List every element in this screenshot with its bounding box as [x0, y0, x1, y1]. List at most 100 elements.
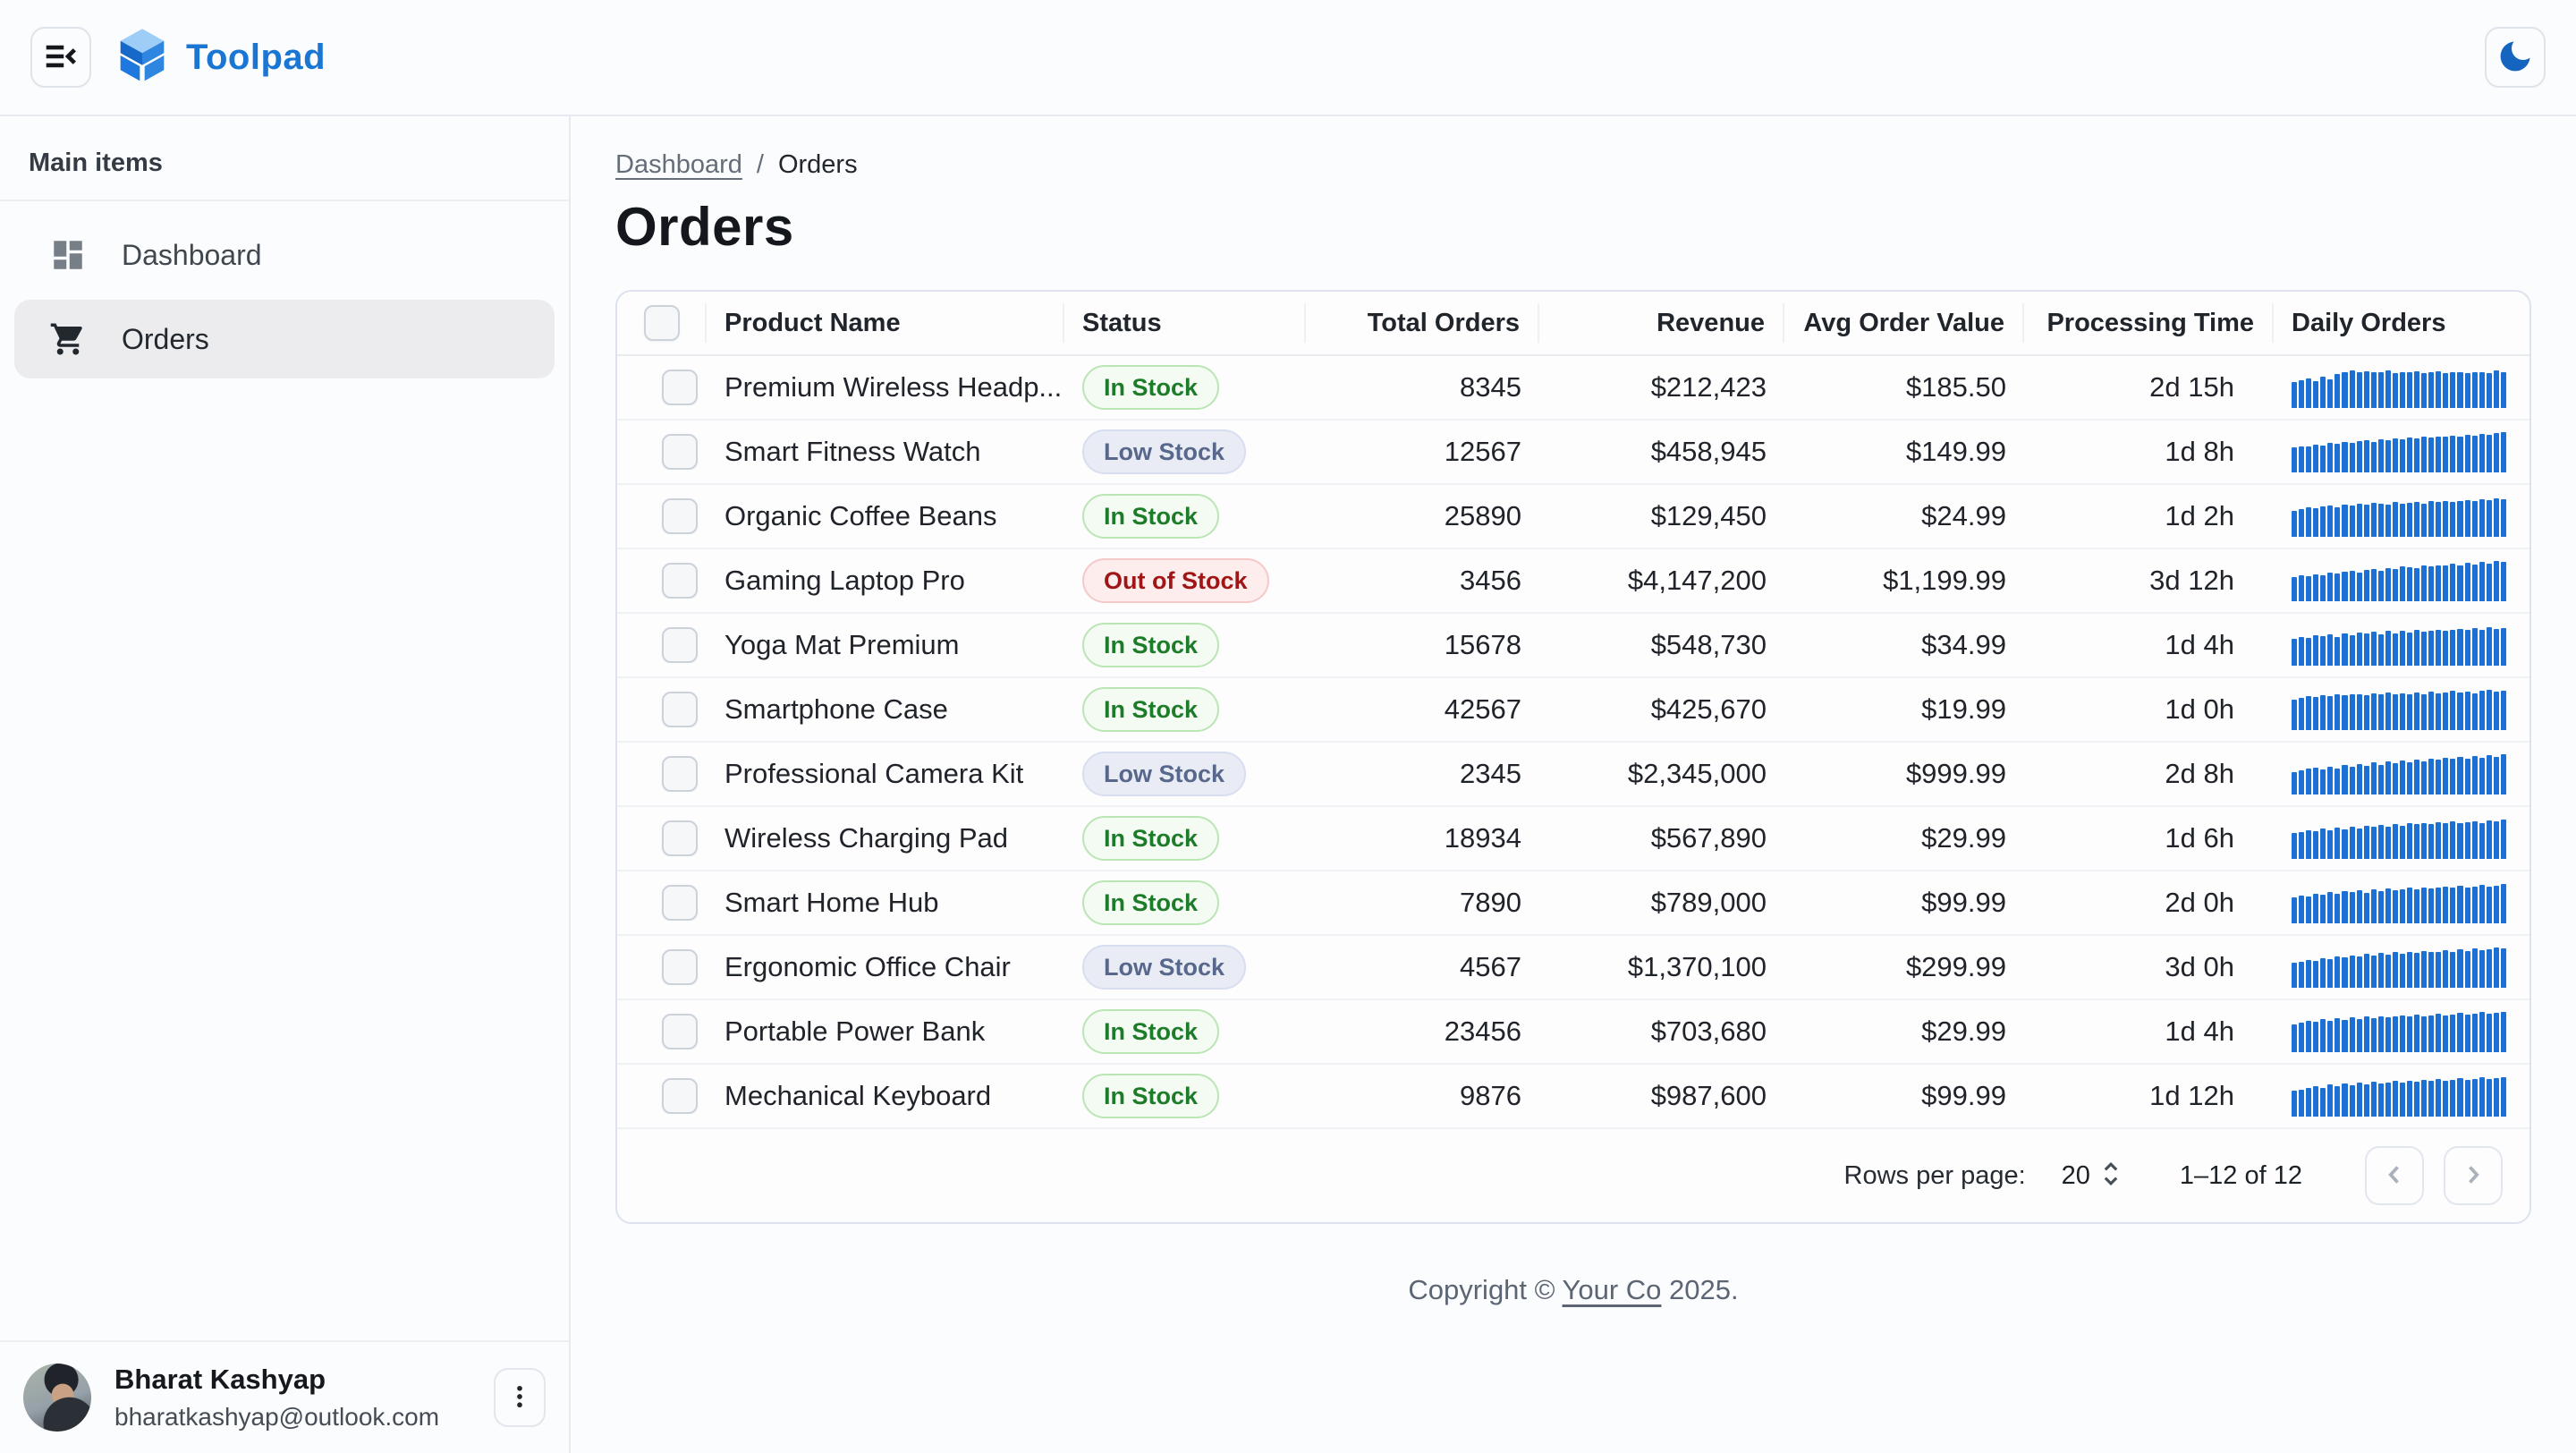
theme-toggle-button[interactable] [2485, 27, 2546, 88]
table-row[interactable]: Organic Coffee Beans In Stock 25890 $129… [617, 485, 2529, 549]
breadcrumb-link-dashboard[interactable]: Dashboard [615, 150, 742, 179]
status-badge: Low Stock [1082, 944, 1247, 990]
company-link[interactable]: Your Co [1562, 1274, 1662, 1305]
daily-orders-sparkline [2292, 560, 2506, 601]
table-row[interactable]: Ergonomic Office Chair Low Stock 4567 $1… [617, 936, 2529, 1000]
sparkline-bar [2342, 1020, 2348, 1052]
table-row[interactable]: Smart Fitness Watch Low Stock 12567 $458… [617, 421, 2529, 485]
table-row[interactable]: Portable Power Bank In Stock 23456 $703,… [617, 1000, 2529, 1065]
sparkline-bar [2327, 958, 2334, 988]
sidebar-section-label: Main items [0, 116, 569, 201]
sparkline-bar [2414, 953, 2420, 988]
sparkline-bar [2320, 574, 2326, 601]
sparkline-bar [2457, 501, 2463, 537]
avg-order-value-cell: $99.99 [1921, 1080, 2006, 1111]
sparkline-bar [2479, 498, 2485, 537]
sidebar-item-dashboard[interactable]: Dashboard [14, 216, 555, 294]
processing-time-cell: 1d 4h [2165, 629, 2234, 660]
sparkline-bar [2370, 693, 2377, 730]
status-badge: In Stock [1082, 622, 1220, 668]
row-checkbox[interactable] [662, 820, 698, 856]
total-orders-cell: 12567 [1444, 436, 1521, 467]
sparkline-bar [2479, 629, 2485, 666]
sparkline-bar [2334, 636, 2341, 666]
rows-per-page-select[interactable]: 20 [2062, 1159, 2123, 1194]
sparkline-bar [2392, 952, 2398, 988]
row-checkbox[interactable] [662, 370, 698, 405]
row-checkbox[interactable] [662, 1078, 698, 1114]
sparkline-bar [2436, 436, 2442, 472]
row-checkbox[interactable] [662, 563, 698, 599]
table-row[interactable]: Smartphone Case In Stock 42567 $425,670 … [617, 678, 2529, 743]
user-email: bharatkashyap@outlook.com [114, 1403, 440, 1431]
sparkline-bar [2443, 1015, 2449, 1052]
row-checkbox[interactable] [662, 692, 698, 727]
processing-time-cell: 2d 15h [2149, 371, 2234, 403]
table-row[interactable]: Gaming Laptop Pro Out of Stock 3456 $4,1… [617, 549, 2529, 614]
sparkline-bar [2392, 502, 2398, 537]
sparkline-bar [2299, 961, 2305, 988]
sparkline-bar [2356, 441, 2362, 472]
total-orders-cell: 18934 [1444, 822, 1521, 854]
sparkline-bar [2370, 889, 2377, 923]
table-row[interactable]: Premium Wireless Headp... In Stock 8345 … [617, 356, 2529, 421]
row-checkbox[interactable] [662, 627, 698, 663]
sparkline-bar [2450, 690, 2456, 730]
sparkline-bar [2414, 824, 2420, 859]
row-checkbox[interactable] [662, 949, 698, 985]
sparkline-bar [2342, 371, 2348, 408]
sparkline-bar [2292, 447, 2298, 472]
user-menu-button[interactable] [494, 1368, 546, 1427]
sidebar-collapse-button[interactable] [30, 27, 91, 88]
column-header-checkbox[interactable] [617, 303, 707, 343]
table-row[interactable]: Yoga Mat Premium In Stock 15678 $548,730… [617, 614, 2529, 678]
sparkline-bar [2292, 510, 2298, 537]
sparkline-bar [2450, 820, 2456, 859]
select-all-checkbox[interactable] [644, 305, 680, 341]
column-header-processing-time[interactable]: Processing Time [2024, 303, 2274, 343]
column-header-avg-order-value[interactable]: Avg Order Value [1784, 303, 2024, 343]
sparkline-bar [2313, 380, 2319, 408]
table-row[interactable]: Smart Home Hub In Stock 7890 $789,000 $9… [617, 871, 2529, 936]
row-checkbox[interactable] [662, 1014, 698, 1049]
brand[interactable]: Toolpad [118, 28, 326, 87]
column-header-revenue[interactable]: Revenue [1539, 303, 1784, 343]
table-row[interactable]: Professional Camera Kit Low Stock 2345 $… [617, 743, 2529, 807]
sparkline-bar [2443, 886, 2449, 923]
sidebar-item-orders[interactable]: Orders [14, 300, 555, 378]
table-row[interactable]: Mechanical Keyboard In Stock 9876 $987,6… [617, 1065, 2529, 1129]
sparkline-bar [2486, 1013, 2492, 1052]
table-header-row: Product Name Status Total Orders Revenue Avg… [617, 292, 2529, 356]
sparkline-bar [2392, 569, 2398, 601]
sparkline-bar [2407, 1016, 2413, 1052]
sparkline-bar [2292, 638, 2298, 666]
avg-order-value-cell: $29.99 [1921, 1015, 2006, 1047]
sparkline-bar [2306, 1087, 2312, 1117]
sparkline-bar [2479, 561, 2485, 601]
previous-page-button[interactable] [2365, 1146, 2424, 1205]
row-checkbox[interactable] [662, 885, 698, 921]
sparkline-bar [2327, 892, 2334, 923]
column-header-status[interactable]: Status [1064, 303, 1306, 343]
user-name: Bharat Kashyap [114, 1364, 326, 1395]
sparkline-bar [2299, 770, 2305, 794]
column-header-daily-orders[interactable]: Daily Orders [2292, 308, 2446, 337]
sparkline-bar [2356, 763, 2362, 794]
column-header-total-orders[interactable]: Total Orders [1306, 303, 1539, 343]
sparkline-bar [2493, 756, 2499, 794]
column-header-product-name[interactable]: Product Name [707, 303, 1064, 343]
row-checkbox[interactable] [662, 498, 698, 534]
sparkline-bar [2464, 1014, 2470, 1052]
row-checkbox[interactable] [662, 434, 698, 470]
row-checkbox[interactable] [662, 756, 698, 792]
table-row[interactable]: Wireless Charging Pad In Stock 18934 $56… [617, 807, 2529, 871]
next-page-button[interactable] [2444, 1146, 2503, 1205]
sparkline-bar [2457, 948, 2463, 988]
sparkline-bar [2313, 507, 2319, 537]
sparkline-bar [2306, 506, 2312, 537]
sparkline-bar [2392, 373, 2398, 408]
orders-table-card: Product Name Status Total Orders Revenue Avg… [615, 290, 2531, 1224]
revenue-cell: $425,670 [1650, 693, 1767, 725]
sparkline-bar [2421, 632, 2428, 666]
chevron-left-icon [2379, 1160, 2410, 1193]
